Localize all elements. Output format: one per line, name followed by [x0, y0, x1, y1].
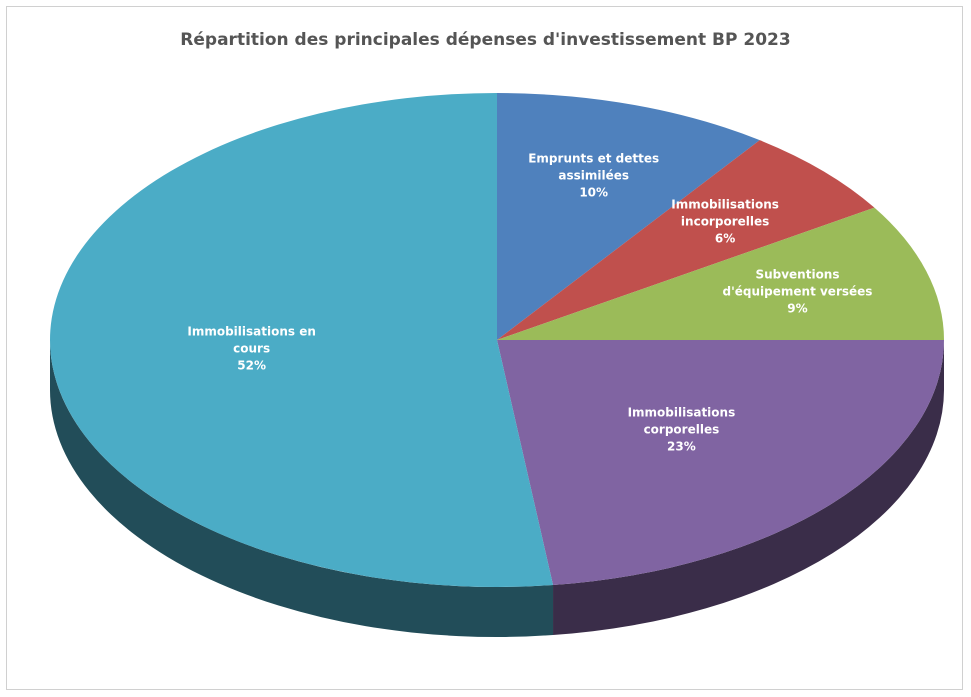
pie-slice — [497, 340, 944, 586]
category-label: Immobilisations corporelles — [627, 405, 736, 437]
value-label: 10% — [579, 185, 609, 200]
category-label: Immobilisations en cours — [187, 324, 316, 356]
pie-slice — [497, 140, 875, 340]
value-label: 6% — [714, 231, 736, 246]
pie-side — [50, 340, 554, 637]
pie-slice — [497, 207, 944, 340]
category-label: Subventions d'équipement versées — [722, 267, 873, 299]
value-label: 23% — [667, 439, 696, 454]
data-label: Subventions d'équipement versées 9% — [722, 266, 873, 317]
data-label: Immobilisations incorporelles 6% — [650, 196, 800, 247]
pie-side — [553, 340, 944, 636]
category-label: Emprunts et dettes assimilées — [528, 151, 660, 183]
pie-slice — [497, 93, 760, 340]
pie-slice — [49, 93, 554, 587]
value-label: 9% — [787, 301, 808, 316]
data-label: Immobilisations corporelles 23% — [606, 404, 756, 455]
chart-title: Répartition des principales dépenses d'i… — [180, 30, 791, 50]
value-label: 52% — [237, 358, 266, 373]
data-label: Emprunts et dettes assimilées 10% — [519, 150, 669, 201]
category-label: Immobilisations incorporelles — [671, 197, 779, 229]
data-label: Immobilisations en cours 52% — [177, 323, 327, 374]
